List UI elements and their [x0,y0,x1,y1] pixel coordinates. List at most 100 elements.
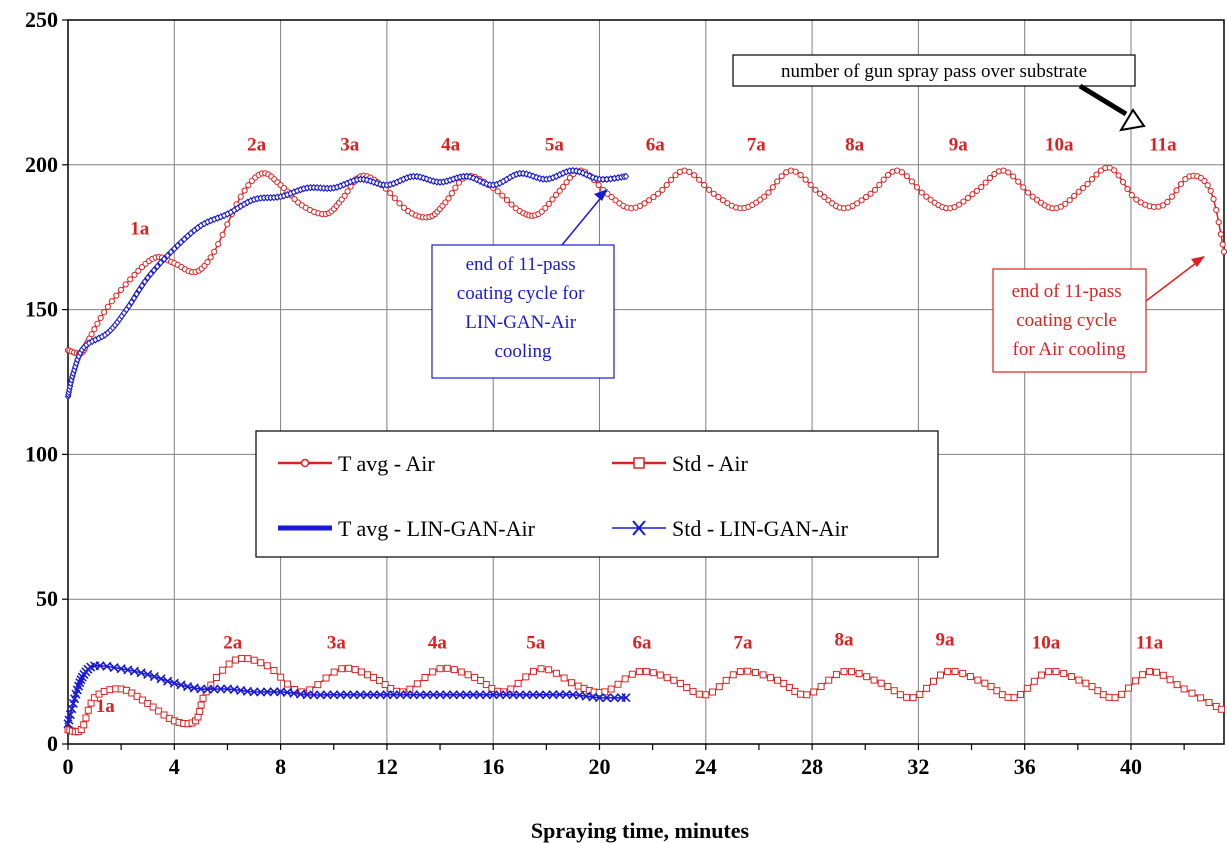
data-point [413,680,421,688]
data-point [135,267,142,274]
data-point [840,668,848,676]
data-point [1201,177,1208,185]
data-point [854,200,861,207]
data-point [381,681,389,689]
data-point [80,721,88,729]
data-point [174,241,181,250]
data-point [1029,193,1036,200]
data-point [391,195,398,202]
data-point [896,691,904,699]
data-point [257,659,265,667]
data-point [75,678,85,688]
data-point [769,184,776,191]
data-point [442,199,449,206]
data-point [981,679,989,687]
data-point [816,190,824,197]
data-point [117,286,125,293]
data-point [238,654,246,662]
legend-label-std-air: Std - Air [672,451,748,476]
data-point [621,693,631,703]
data-point [455,179,463,186]
pass-label-lower: 8a [834,630,854,651]
data-point [1010,173,1017,180]
pass-annotation-text: number of gun spray pass over substrate [781,61,1087,82]
data-point [499,192,506,199]
data-point [612,197,619,204]
data-point [774,178,781,185]
data-point [542,205,549,212]
x-tick-label: 32 [907,754,929,779]
data-point [552,191,560,198]
pass-label-upper: 10a [1045,134,1074,155]
data-point [256,687,266,697]
data-point [448,190,455,197]
data-point [1188,689,1196,697]
data-point [537,665,545,673]
data-point [150,266,158,274]
data-point [586,172,593,180]
data-point [589,173,597,182]
data-point [1207,187,1214,194]
data-point [245,182,252,189]
data-point [1094,687,1102,695]
data-point [136,286,143,294]
data-point [548,690,558,700]
data-point [683,683,691,691]
legend-marker-std-lin-gan-air [632,520,646,536]
data-point [960,198,967,205]
pass-label-upper: 2a [247,134,267,155]
data-point [344,188,351,195]
data-point [556,187,563,194]
data-point [621,675,629,683]
data-point [263,662,271,670]
data-point [1075,676,1083,684]
data-point [858,197,865,204]
data-point [1071,192,1078,200]
data-point [1220,248,1227,255]
data-point [1173,187,1180,194]
data-point [849,202,856,209]
data-point [1052,667,1060,675]
data-point [1024,189,1032,196]
data-point [744,667,752,675]
data-point [330,668,338,676]
data-point [514,679,522,687]
data-point [84,706,92,714]
data-point [1010,694,1018,702]
data-point [91,326,98,333]
data-point [642,667,650,675]
data-point [197,701,205,709]
data-point [435,690,445,700]
air-end-arrow-shaft [1145,259,1201,302]
data-point [774,676,782,684]
data-point [909,694,917,702]
data-point [382,690,392,700]
data-point [817,683,825,691]
series-std-lin-gan-air [63,661,631,729]
data-point [722,676,730,684]
data-point [1075,188,1082,195]
data-point [501,690,512,700]
data-point [515,690,525,700]
data-point [176,680,186,690]
data-point [164,251,171,260]
data-point [736,668,744,676]
data-point [109,662,119,673]
data-point [466,173,474,181]
data-point [1118,690,1126,698]
pass-label-upper: 3a [340,134,360,155]
data-point [329,690,339,700]
data-point [155,707,163,715]
data-point [1215,219,1222,226]
y-tick-label: 150 [25,297,58,322]
data-point [792,168,799,175]
data-point [88,331,95,338]
data-point [797,690,805,698]
data-point [415,690,425,700]
data-point [183,682,193,692]
data-point [944,668,952,676]
data-point [916,690,924,698]
x-tick-label: 8 [275,754,286,779]
data-point [156,674,166,684]
